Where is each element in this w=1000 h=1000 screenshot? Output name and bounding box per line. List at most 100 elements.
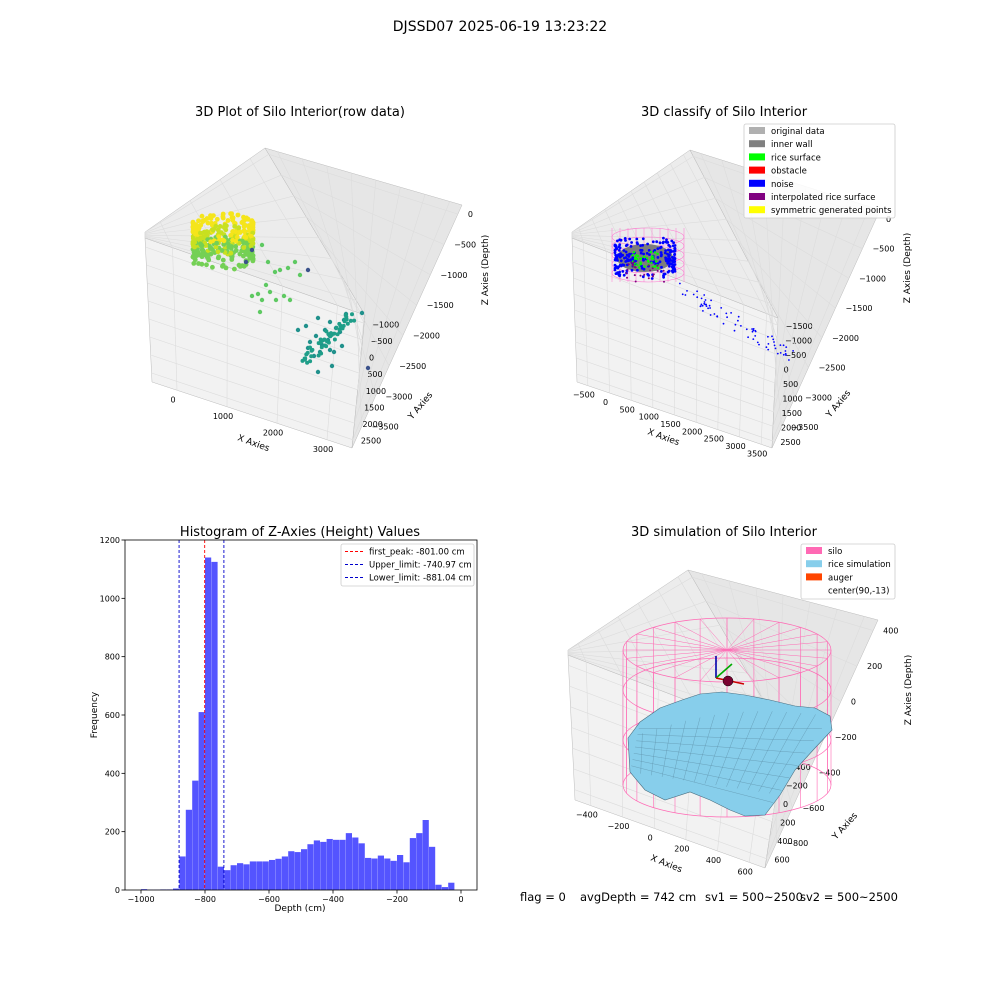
classify-noise-point <box>673 260 677 263</box>
raw-point <box>210 227 216 233</box>
classify-noise-point <box>656 247 660 251</box>
histogram-bar <box>397 855 404 890</box>
raw-ztick-label: −500 <box>454 240 476 249</box>
classify-interpolated-point <box>632 261 635 264</box>
classify-noise-point <box>707 307 709 310</box>
classify-noise-point <box>752 338 755 340</box>
classify-noise-point <box>635 237 639 241</box>
classify-noise-point <box>668 257 672 261</box>
classify-noise-point <box>622 249 626 252</box>
auger-marker <box>715 656 745 687</box>
histogram-bar <box>217 866 224 890</box>
panel-classify-scatter: 3D classify of Silo Interior −500 0 500 100… <box>571 105 913 458</box>
raw-zlabel: Z Axies (Depth) <box>481 235 491 306</box>
simulation-ztick-label: 400 <box>883 627 898 636</box>
classify-noise-point <box>664 249 667 253</box>
classify-noise-point <box>703 301 706 303</box>
raw-point <box>199 247 205 253</box>
raw-point <box>303 323 309 329</box>
classify-zgrid <box>571 235 809 368</box>
histogram-bar <box>384 858 391 890</box>
classify-noise-point <box>710 299 712 302</box>
raw-ytick-label: 2000 <box>362 420 382 429</box>
histogram-bar <box>429 846 436 890</box>
classify-xtick-label: 1500 <box>660 420 680 429</box>
classify-noise-point <box>622 273 626 277</box>
raw-point <box>345 321 350 326</box>
classify-noise-point <box>708 304 711 307</box>
raw-point <box>233 244 239 249</box>
raw-point <box>259 242 265 248</box>
classify-noise-point <box>662 275 665 279</box>
raw-ygrid <box>148 180 377 391</box>
classify-noise-point <box>771 335 773 338</box>
raw-point <box>285 265 291 271</box>
raw-ygrid <box>147 165 362 358</box>
classify-noise-point <box>756 341 759 344</box>
silo-spoke <box>726 622 780 651</box>
classify-noise-point <box>784 352 787 355</box>
raw-point <box>232 266 237 272</box>
histogram-bar <box>173 888 180 890</box>
classify-noise-point <box>667 269 671 273</box>
classify-noise-point <box>792 350 794 352</box>
histogram-bar <box>269 859 276 890</box>
raw-point <box>257 309 263 315</box>
classify-noise-point <box>696 290 698 293</box>
raw-point <box>300 358 305 363</box>
raw-point <box>199 213 205 219</box>
classify-noise-point <box>660 265 663 269</box>
raw-point <box>359 310 365 316</box>
histogram-bar <box>422 820 429 890</box>
classify-noise-point <box>704 299 707 301</box>
simulation-title: 3D simulation of Silo Interior <box>631 525 818 540</box>
raw-point <box>335 332 340 337</box>
classify-noise-point <box>716 315 719 318</box>
classify-noise-point <box>758 343 760 346</box>
classify-noise-point <box>737 315 740 318</box>
raw-point <box>228 211 234 217</box>
raw-point <box>233 238 239 244</box>
classify-interpolated-point <box>647 277 650 280</box>
silo-spoke <box>726 649 755 682</box>
simulation-ytick-label: 600 <box>774 856 789 865</box>
classify-noise-point <box>700 297 703 300</box>
histogram-ytick-label: 200 <box>105 828 120 837</box>
raw-ztick-label: 0 <box>468 210 473 219</box>
simulation-legend-label: auger <box>828 573 853 583</box>
classify-xgrid <box>670 163 745 438</box>
classify-noise-point <box>628 237 632 241</box>
classify-noise-point <box>671 244 675 248</box>
raw-point <box>339 343 345 349</box>
classify-zgrid <box>571 176 863 249</box>
raw-point <box>242 234 248 240</box>
raw-zgrid <box>144 174 445 245</box>
simulation-ytick-label: −200 <box>786 781 808 790</box>
histogram-bar <box>345 833 352 891</box>
rice-surface <box>627 691 833 817</box>
raw-axes-box: 0 1000 2000 3000 2500 2000 1500 1000 500 0 −500 −10… <box>144 147 476 454</box>
classify-noise-point <box>670 239 674 243</box>
raw-point <box>208 239 214 245</box>
classify-noise-point <box>726 316 728 319</box>
classify-xtick-label: 3000 <box>725 442 745 451</box>
histogram-bar <box>224 870 231 890</box>
raw-point <box>310 347 315 352</box>
histogram-bar <box>352 837 359 890</box>
raw-point <box>344 314 349 319</box>
classify-ztick-label: −3500 <box>791 423 818 432</box>
raw-point <box>337 328 342 332</box>
raw-point <box>315 369 321 375</box>
raw-point <box>273 297 279 303</box>
classify-noise-point <box>673 253 676 257</box>
raw-point <box>281 293 287 299</box>
raw-point <box>236 225 242 231</box>
raw-point <box>235 212 241 218</box>
classify-legend-swatch <box>749 140 765 148</box>
classify-xtick-label: 2000 <box>682 427 702 436</box>
classify-rice-point <box>656 266 660 270</box>
raw-point <box>200 219 206 225</box>
footer-avg-depth: avgDepth = 742 cm <box>580 890 696 904</box>
classify-noise-point <box>670 250 674 253</box>
raw-point <box>205 252 211 258</box>
